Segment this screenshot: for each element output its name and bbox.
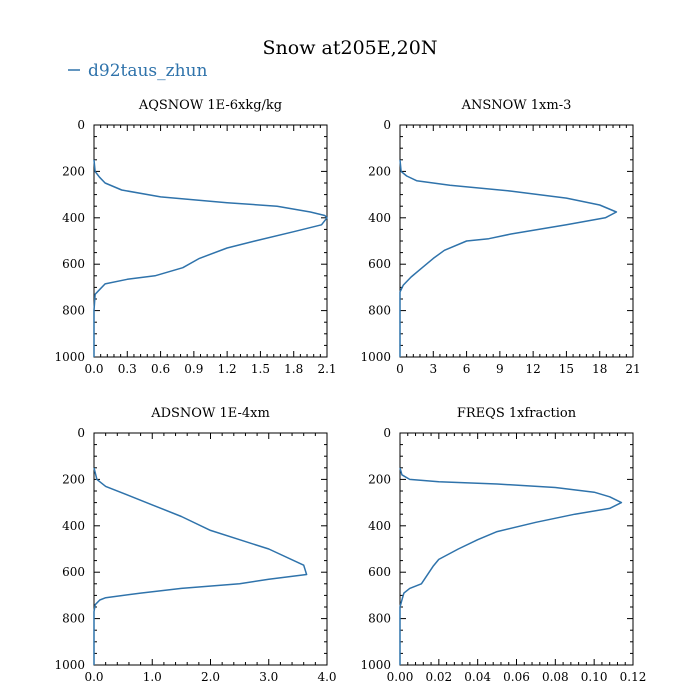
x-tick-label: 0.0: [84, 362, 103, 376]
figure-title: Snow at205E,20N: [263, 37, 438, 59]
y-tick-label: 400: [368, 519, 391, 533]
plot-frame: [93, 124, 328, 358]
series-line: [93, 467, 308, 665]
x-tick-label: 0.3: [118, 362, 137, 376]
x-tick-label: 3: [429, 362, 437, 376]
x-tick-label: 21: [625, 362, 640, 376]
x-tick-label: 6: [463, 362, 471, 376]
y-tick-label: 800: [62, 612, 85, 626]
x-tick-label: 12: [526, 362, 541, 376]
x-tick-label: 0: [396, 362, 404, 376]
series-line: [93, 159, 328, 357]
x-tick-label: 0.10: [581, 670, 608, 684]
x-tick-label: 3.0: [259, 670, 278, 684]
y-tick-label: 1000: [54, 350, 85, 364]
series-line: [399, 159, 618, 357]
x-tick-label: 0.02: [425, 670, 452, 684]
series-line: [399, 467, 623, 665]
y-tick-label: 0: [77, 426, 85, 440]
x-tick-label: 1.2: [218, 362, 237, 376]
y-tick-label: 600: [62, 565, 85, 579]
y-tick-label: 0: [383, 118, 391, 132]
y-tick-label: 800: [368, 304, 391, 318]
legend: d92taus_zhun: [68, 61, 208, 81]
panel-3: ADSNOW 1E-4xm 0.0 1.0 2.0 3.0 4.0 0 200 400 600 80…: [54, 406, 336, 684]
panel-title: ANSNOW 1xm-3: [461, 98, 572, 113]
x-tick-label: 2.1: [317, 362, 336, 376]
y-tick-label: 600: [62, 257, 85, 271]
y-tick-label: 400: [62, 211, 85, 225]
x-tick-label: 0.9: [184, 362, 203, 376]
y-tick-label: 0: [77, 118, 85, 132]
y-tick-label: 600: [368, 565, 391, 579]
panel-2: ANSNOW 1xm-3 0 3 6 9 12 15 18 21 0 200 400 600 800 100…: [360, 98, 640, 376]
y-tick-label: 0: [383, 426, 391, 440]
y-tick-label: 600: [368, 257, 391, 271]
panel-4: FREQS 1xfraction 0.00 0.02 0.04 0.06 0.08 0.10…: [360, 406, 646, 684]
x-tick-label: 0.00: [387, 670, 414, 684]
x-tick-label: 0.0: [84, 670, 103, 684]
y-tick-label: 800: [368, 612, 391, 626]
y-tick-label: 200: [368, 472, 391, 486]
x-tick-label: 15: [559, 362, 574, 376]
x-tick-label: 4.0: [317, 670, 336, 684]
x-tick-label: 2.0: [201, 670, 220, 684]
x-tick-label: 18: [592, 362, 607, 376]
y-tick-label: 200: [368, 164, 391, 178]
y-tick-label: 1000: [360, 350, 391, 364]
panel-1: AQSNOW 1E-6xkg/kg 0.0 0.3 0.6 0.9 1.2 1.5 1.8 2.…: [54, 98, 336, 376]
y-tick-label: 200: [62, 472, 85, 486]
panel-title: ADSNOW 1E-4xm: [150, 406, 270, 421]
panel-title: AQSNOW 1E-6xkg/kg: [138, 98, 282, 113]
x-tick-label: 1.0: [143, 670, 162, 684]
x-tick-label: 1.8: [284, 362, 303, 376]
x-tick-label: 1.5: [251, 362, 270, 376]
y-tick-label: 400: [368, 211, 391, 225]
plot-frame: [93, 432, 328, 666]
legend-label: d92taus_zhun: [88, 61, 208, 81]
y-tick-label: 800: [62, 304, 85, 318]
x-tick-label: 0.08: [542, 670, 569, 684]
x-tick-label: 9: [496, 362, 504, 376]
panel-title: FREQS 1xfraction: [457, 406, 577, 421]
y-tick-label: 1000: [54, 658, 85, 672]
x-tick-label: 0.06: [503, 670, 530, 684]
plot-frame: [399, 432, 634, 666]
x-tick-label: 0.12: [620, 670, 647, 684]
y-tick-label: 200: [62, 164, 85, 178]
plot-frame: [399, 124, 634, 358]
y-tick-label: 400: [62, 519, 85, 533]
y-tick-label: 1000: [360, 658, 391, 672]
x-tick-label: 0.6: [151, 362, 170, 376]
x-tick-label: 0.04: [464, 670, 491, 684]
